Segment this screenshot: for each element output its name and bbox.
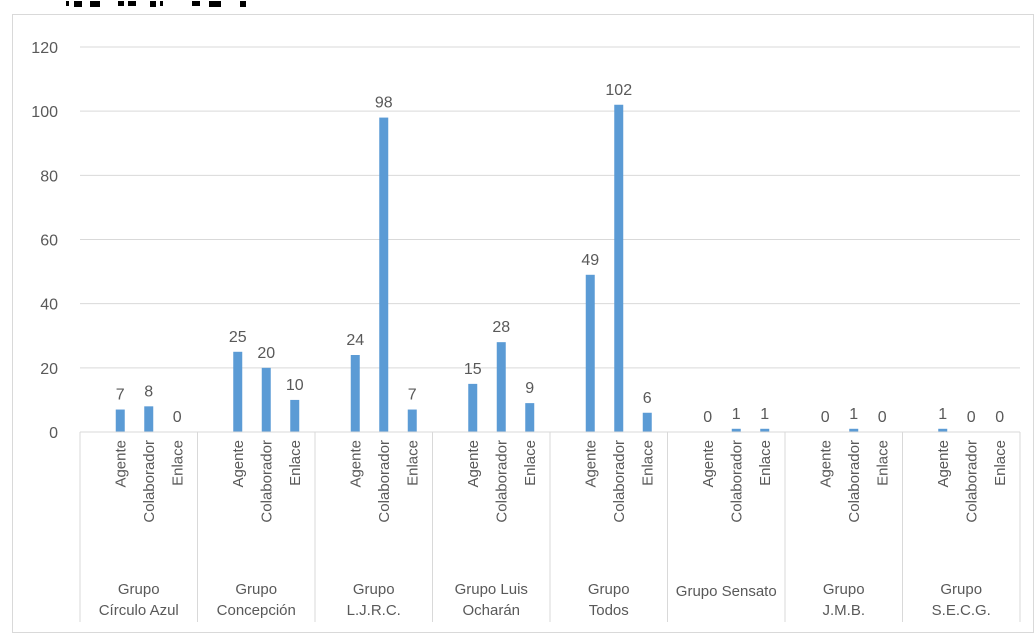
y-tick-label: 100 xyxy=(31,104,58,121)
data-label: 6 xyxy=(643,390,652,407)
chart-area xyxy=(12,14,1034,633)
data-label: 1 xyxy=(849,406,858,423)
data-label: 10 xyxy=(286,377,304,394)
bar xyxy=(233,351,243,432)
category-label: Colaborador xyxy=(963,440,980,523)
data-label: 8 xyxy=(144,383,153,400)
group-label: Grupo xyxy=(118,581,160,598)
y-axis-tick-labels: 0 20 40 60 80 100 120 xyxy=(31,40,58,442)
category-label: Enlace xyxy=(757,440,774,486)
data-label: 0 xyxy=(173,409,182,426)
group-label: Grupo xyxy=(588,581,630,598)
gridlines xyxy=(80,46,1020,433)
bar xyxy=(290,399,300,432)
group-label: Todos xyxy=(589,602,629,619)
data-label: 28 xyxy=(492,319,510,336)
category-label: Enlace xyxy=(522,440,539,486)
cropped-text-shapes xyxy=(66,1,246,7)
data-label: 0 xyxy=(703,409,712,426)
group-label: J.M.B. xyxy=(822,602,865,619)
y-tick-label: 120 xyxy=(31,40,58,57)
data-label: 0 xyxy=(967,409,976,426)
bar xyxy=(731,428,741,432)
data-label: 24 xyxy=(346,332,364,349)
group-label: L.J.R.C. xyxy=(347,602,401,619)
group-label: Grupo xyxy=(353,581,395,598)
category-label: Colaborador xyxy=(728,440,745,523)
data-label: 7 xyxy=(116,387,125,404)
bar xyxy=(938,428,948,432)
group-label: S.E.C.G. xyxy=(932,602,991,619)
data-label: 0 xyxy=(821,409,830,426)
bar xyxy=(115,409,125,432)
data-label: 7 xyxy=(408,387,417,404)
bar xyxy=(496,342,506,432)
data-label: 102 xyxy=(605,82,632,99)
bar xyxy=(525,403,535,432)
x-axis: Agente Colaborador Enlace Grupo Círculo Azul… xyxy=(79,431,1021,622)
group-label: Grupo xyxy=(940,581,982,598)
group-label: Grupo Sensato xyxy=(676,583,777,600)
data-label: 98 xyxy=(375,95,393,112)
data-label: 0 xyxy=(878,409,887,426)
category-label: Agente xyxy=(465,440,482,488)
y-tick-label: 80 xyxy=(40,168,58,185)
y-tick-label: 40 xyxy=(40,297,58,314)
group-label: Ocharán xyxy=(462,602,520,619)
category-label: Enlace xyxy=(874,440,891,486)
category-label: Agente xyxy=(582,440,599,488)
bar xyxy=(350,355,360,432)
bar xyxy=(642,412,652,432)
category-label: Agente xyxy=(935,440,952,488)
bar xyxy=(585,274,595,432)
category-label: Agente xyxy=(347,440,364,488)
category-label: Colaborador xyxy=(611,440,628,523)
data-label: 1 xyxy=(938,406,947,423)
category-label: Enlace xyxy=(169,440,186,486)
category-label: Colaborador xyxy=(258,440,275,523)
category-label: Colaborador xyxy=(141,440,158,523)
bar xyxy=(144,406,154,432)
bar xyxy=(468,383,478,432)
category-label: Enlace xyxy=(287,440,304,486)
bar xyxy=(760,428,770,432)
category-label: Enlace xyxy=(639,440,656,486)
group-label: Concepción xyxy=(217,602,296,619)
category-label: Agente xyxy=(230,440,247,488)
category-label: Colaborador xyxy=(493,440,510,523)
data-label: 0 xyxy=(995,409,1004,426)
category-label: Enlace xyxy=(992,440,1009,486)
category-label: Enlace xyxy=(404,440,421,486)
group-label: Grupo xyxy=(823,581,865,598)
data-label: 9 xyxy=(525,380,534,397)
data-label: 20 xyxy=(257,345,275,362)
bar xyxy=(407,409,417,432)
bar xyxy=(379,117,389,432)
category-label: Agente xyxy=(700,440,717,488)
category-label: Agente xyxy=(112,440,129,488)
category-label: Agente xyxy=(817,440,834,488)
y-tick-label: 20 xyxy=(40,361,58,378)
group-label: Grupo Luis xyxy=(455,581,528,598)
cropped-text-fragment xyxy=(0,0,1036,12)
bar xyxy=(849,428,859,432)
data-label: 1 xyxy=(760,406,769,423)
data-label: 49 xyxy=(581,252,599,269)
data-label: 1 xyxy=(732,406,741,423)
data-label: 25 xyxy=(229,329,247,346)
group-label: Grupo xyxy=(235,581,277,598)
y-tick-label: 60 xyxy=(40,233,58,250)
bars xyxy=(115,104,948,432)
bar xyxy=(614,104,624,432)
category-label: Colaborador xyxy=(846,440,863,523)
bar xyxy=(261,367,271,432)
data-label: 15 xyxy=(464,361,482,378)
group-label: Círculo Azul xyxy=(99,602,179,619)
y-tick-label: 0 xyxy=(49,425,58,442)
category-label: Colaborador xyxy=(376,440,393,523)
